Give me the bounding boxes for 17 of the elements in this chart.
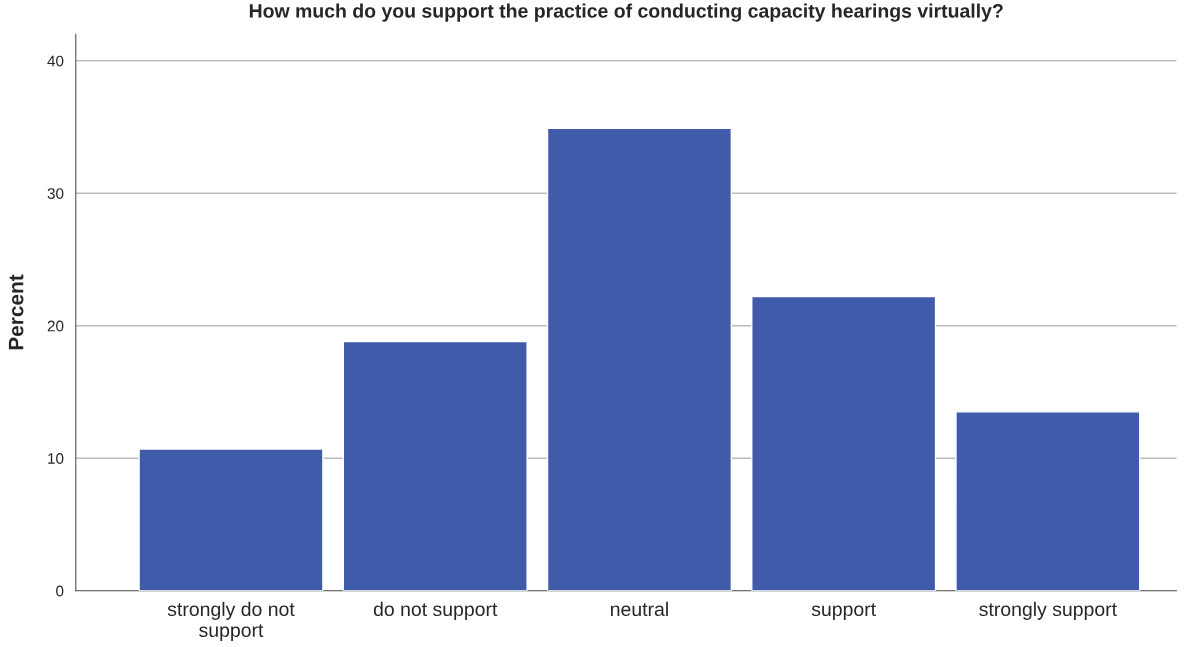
- x-tick-label: support: [811, 603, 876, 620]
- y-axis-title: Percent: [8, 274, 24, 350]
- y-tick-label: 30: [47, 188, 64, 199]
- x-tick-label: do not support: [373, 601, 498, 620]
- bar: [138, 448, 324, 591]
- chart-title: How much do you support the practice of conducting capacity hearings virtually?: [249, 3, 1003, 22]
- y-tick-label: 10: [48, 453, 64, 464]
- y-tick-label: 20: [47, 320, 64, 332]
- y-tick-label: 0: [56, 585, 64, 597]
- bar: [751, 295, 937, 591]
- x-tick-label: neutral: [611, 601, 668, 617]
- bar: [546, 127, 733, 591]
- bar: [955, 411, 1141, 591]
- y-tick-label: 40: [47, 55, 64, 67]
- x-tick-label: strongly do not support: [167, 601, 295, 641]
- bar: [342, 340, 528, 591]
- x-tick-label: strongly support: [979, 601, 1117, 620]
